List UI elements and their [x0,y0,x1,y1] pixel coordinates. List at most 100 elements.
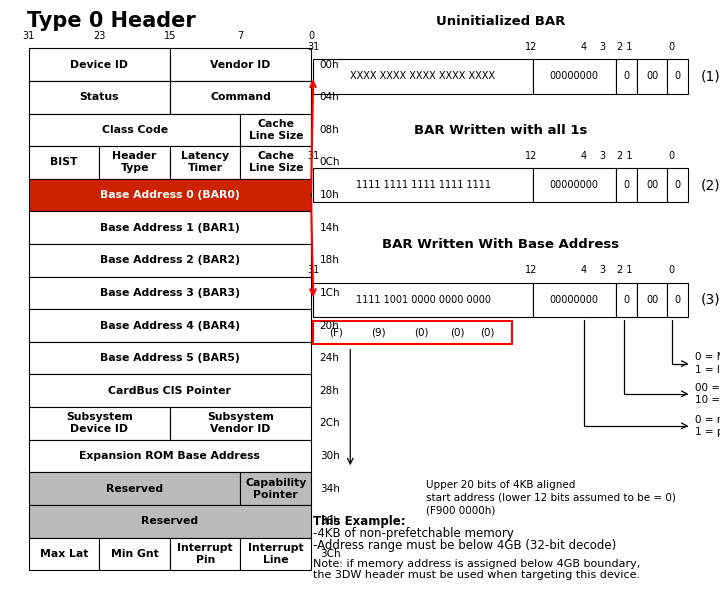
Text: (0): (0) [450,328,464,338]
FancyBboxPatch shape [170,81,311,114]
Text: 31: 31 [307,150,320,161]
Text: Base Address 3 (BAR3): Base Address 3 (BAR3) [100,288,240,298]
Text: 24h: 24h [320,353,340,363]
Text: Class Code: Class Code [102,125,168,135]
Text: Interrupt
Line: Interrupt Line [248,543,304,565]
Text: 00000000: 00000000 [549,295,599,305]
FancyBboxPatch shape [29,374,311,407]
FancyBboxPatch shape [170,538,240,570]
FancyBboxPatch shape [616,59,637,94]
FancyBboxPatch shape [99,538,170,570]
Text: 0: 0 [624,295,629,305]
Text: BAR Written With Base Address: BAR Written With Base Address [382,238,619,251]
FancyBboxPatch shape [637,59,667,94]
FancyBboxPatch shape [29,505,311,538]
Text: 12: 12 [525,42,537,52]
Text: 1Ch: 1Ch [320,288,341,298]
Text: Cache
Line Size: Cache Line Size [248,152,303,173]
FancyBboxPatch shape [240,472,311,505]
Text: (9): (9) [372,328,386,338]
Text: Interrupt
Pin: Interrupt Pin [177,543,233,565]
Text: Reserved: Reserved [141,516,199,526]
Text: Base Address 4 (BAR4): Base Address 4 (BAR4) [100,321,240,330]
Text: 4: 4 [581,265,587,275]
Text: 31: 31 [307,42,320,52]
Text: 15: 15 [163,31,176,41]
Text: 3: 3 [600,150,606,161]
Text: (1): (1) [701,69,720,83]
FancyBboxPatch shape [29,244,311,277]
Text: 00: 00 [646,71,659,82]
FancyBboxPatch shape [29,342,311,374]
Text: Status: Status [80,92,119,102]
Text: 12: 12 [525,150,537,161]
FancyBboxPatch shape [240,114,311,146]
FancyBboxPatch shape [29,146,99,179]
Text: 30h: 30h [320,451,339,461]
Text: Latency
Timer: Latency Timer [181,152,229,173]
FancyBboxPatch shape [533,283,616,317]
FancyBboxPatch shape [170,407,311,440]
FancyBboxPatch shape [29,440,311,472]
Text: 0: 0 [675,180,680,190]
Text: 20h: 20h [320,321,339,330]
Text: 00000000: 00000000 [549,180,599,190]
Text: Base Address 1 (BAR1): Base Address 1 (BAR1) [100,223,240,233]
Text: 00 = 32-bit decoding
10 = 64-bit decoding: 00 = 32-bit decoding 10 = 64-bit decodin… [695,382,720,405]
Text: 1111 1001 0000 0000 0000: 1111 1001 0000 0000 0000 [356,295,490,305]
FancyBboxPatch shape [29,472,240,505]
Text: BAR Written with all 1s: BAR Written with all 1s [414,123,587,137]
Text: 0: 0 [669,42,675,52]
Text: 1111 1111 1111 1111 1111: 1111 1111 1111 1111 1111 [356,180,490,190]
Text: 34h: 34h [320,484,340,493]
Text: XXXX XXXX XXXX XXXX XXXX: XXXX XXXX XXXX XXXX XXXX [351,71,495,82]
Text: 08h: 08h [320,125,339,135]
FancyBboxPatch shape [240,538,311,570]
FancyBboxPatch shape [29,407,170,440]
FancyBboxPatch shape [667,59,688,94]
Text: 00000000: 00000000 [549,71,599,82]
Text: -4KB of non-prefetchable memory: -4KB of non-prefetchable memory [313,527,514,541]
Text: Uninitialized BAR: Uninitialized BAR [436,14,565,28]
Text: 7: 7 [238,31,243,41]
FancyBboxPatch shape [637,168,667,202]
Text: 12: 12 [525,265,537,275]
Text: (2): (2) [701,178,720,192]
FancyBboxPatch shape [29,114,240,146]
Text: Command: Command [210,92,271,102]
Text: 00h: 00h [320,60,339,69]
Text: Reserved: Reserved [106,484,163,493]
Text: Capability
Pointer: Capability Pointer [245,478,307,500]
FancyBboxPatch shape [616,168,637,202]
Text: 10h: 10h [320,190,339,200]
Text: 4: 4 [581,42,587,52]
Text: 3: 3 [600,42,606,52]
Text: -Address range must be below 4GB (32-bit decode): -Address range must be below 4GB (32-bit… [313,539,616,553]
Text: This Example:: This Example: [313,515,406,528]
FancyBboxPatch shape [667,168,688,202]
Text: 0 = Memory request
1 = IO request: 0 = Memory request 1 = IO request [695,352,720,375]
Text: 0: 0 [669,265,675,275]
FancyBboxPatch shape [99,146,170,179]
Text: Type 0 Header: Type 0 Header [27,11,196,31]
Text: 4: 4 [581,150,587,161]
FancyBboxPatch shape [667,283,688,317]
FancyBboxPatch shape [313,59,533,94]
Text: 0: 0 [669,150,675,161]
FancyBboxPatch shape [170,48,311,81]
Text: 38h: 38h [320,516,340,526]
Text: 2 1: 2 1 [616,150,632,161]
Text: 3Ch: 3Ch [320,549,341,559]
Text: 14h: 14h [320,223,340,233]
FancyBboxPatch shape [29,277,311,309]
Text: BIST: BIST [50,158,78,167]
FancyBboxPatch shape [533,59,616,94]
Text: 0: 0 [675,295,680,305]
Text: 0: 0 [624,71,629,82]
FancyBboxPatch shape [170,146,240,179]
FancyBboxPatch shape [240,146,311,179]
Text: Note: if memory address is assigned below 4GB boundary,: Note: if memory address is assigned belo… [313,559,641,569]
Text: 2 1: 2 1 [616,42,632,52]
Text: Header
Type: Header Type [112,152,157,173]
Text: 31: 31 [307,265,320,275]
